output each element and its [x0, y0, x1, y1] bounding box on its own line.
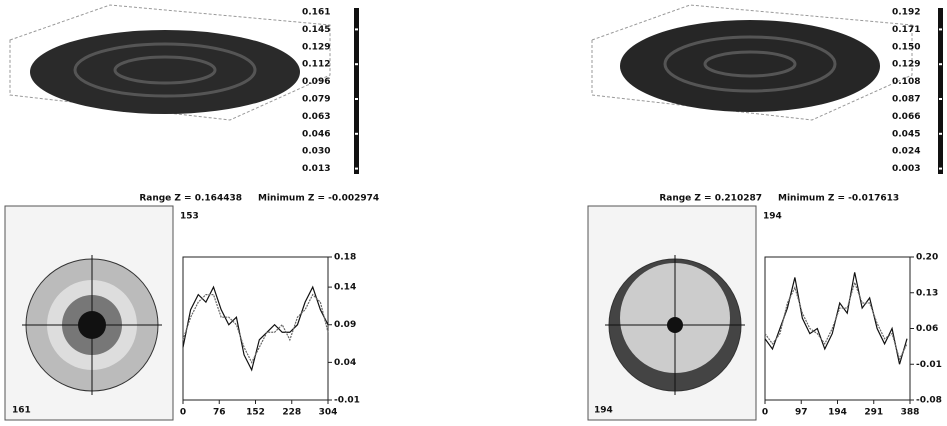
x-tick-label: 228 — [282, 408, 301, 418]
colorbar-label: 0.045 — [892, 129, 920, 139]
colorbar-label: 0.079 — [302, 95, 330, 105]
colorbar-band — [355, 168, 358, 170]
colorbar-label: 0.112 — [302, 60, 330, 70]
colorbar-band — [939, 63, 942, 65]
minimum-label: Minimum Z = -0.002974 — [258, 194, 379, 204]
colorbar-label: 0.192 — [892, 8, 920, 18]
colorbar-label: 0.171 — [892, 25, 920, 35]
y-tick-label: -0.01 — [334, 396, 360, 406]
x-tick-label: 304 — [319, 408, 338, 418]
colorbar-band — [355, 63, 358, 65]
colorbar-label: 0.129 — [892, 60, 920, 70]
minimum-label: Minimum Z = -0.017613 — [778, 194, 899, 204]
polar-right — [588, 206, 756, 420]
colorbar-label: 0.030 — [302, 147, 330, 157]
colorbar-label: 0.108 — [892, 77, 920, 87]
colorbar-band — [355, 28, 358, 30]
colorbar-label: 0.096 — [302, 77, 330, 87]
corner-label: 161 — [12, 406, 31, 416]
x-tick-label: 291 — [864, 408, 883, 418]
x-tick-label: 97 — [795, 408, 808, 418]
range-label: Range Z = 0.164438 — [139, 194, 242, 204]
colorbar-label: 0.046 — [302, 129, 330, 139]
colorbar-label: 0.066 — [892, 112, 920, 122]
colorbar-band — [355, 133, 358, 135]
x-tick-label: 76 — [213, 408, 226, 418]
colorbar-band — [355, 98, 358, 100]
colorbar-band — [939, 133, 942, 135]
y-tick-label: 0.13 — [916, 288, 938, 298]
x-tick-label: 194 — [828, 408, 847, 418]
colorbar-label: 0.145 — [302, 25, 330, 35]
plot-frame — [765, 257, 910, 400]
corner-label: 194 — [594, 406, 613, 416]
x-tick-label: 152 — [246, 408, 265, 418]
y-tick-label: -0.01 — [916, 360, 942, 370]
colorbar-label: 0.063 — [302, 112, 330, 122]
corner-label: 194 — [763, 212, 782, 222]
colorbar — [354, 8, 359, 174]
colorbar-label: 0.003 — [892, 164, 920, 174]
y-tick-label: 0.06 — [916, 324, 938, 334]
colorbar-label: 0.087 — [892, 95, 920, 105]
y-tick-label: 0.14 — [334, 283, 356, 293]
colorbar-band — [939, 168, 942, 170]
colorbar-label: 0.161 — [302, 8, 330, 18]
y-tick-label: 0.09 — [334, 320, 356, 330]
x-tick-label: 0 — [180, 408, 186, 418]
colorbar — [938, 8, 943, 174]
corner-label: 153 — [180, 212, 199, 222]
colorbar-label: 0.013 — [302, 164, 330, 174]
surface-right — [592, 5, 912, 120]
colorbar-band — [939, 28, 942, 30]
y-tick-label: 0.04 — [334, 358, 356, 368]
range-label: Range Z = 0.210287 — [659, 194, 762, 204]
colorbar-band — [939, 98, 942, 100]
colorbar-label: 0.024 — [892, 147, 920, 157]
y-tick-label: -0.08 — [916, 396, 942, 406]
y-tick-label: 0.20 — [916, 253, 938, 263]
x-tick-label: 0 — [762, 408, 768, 418]
y-tick-label: 0.18 — [334, 253, 356, 263]
x-tick-label: 388 — [901, 408, 920, 418]
colorbar-label: 0.129 — [302, 42, 330, 52]
plot-frame — [183, 257, 328, 400]
polar-left — [5, 206, 173, 420]
surface-left — [10, 5, 330, 120]
colorbar-label: 0.150 — [892, 42, 920, 52]
figure: 0.161 0.145 0.129 0.112 0.096 0.079 0.063 0.046… — [0, 0, 947, 426]
